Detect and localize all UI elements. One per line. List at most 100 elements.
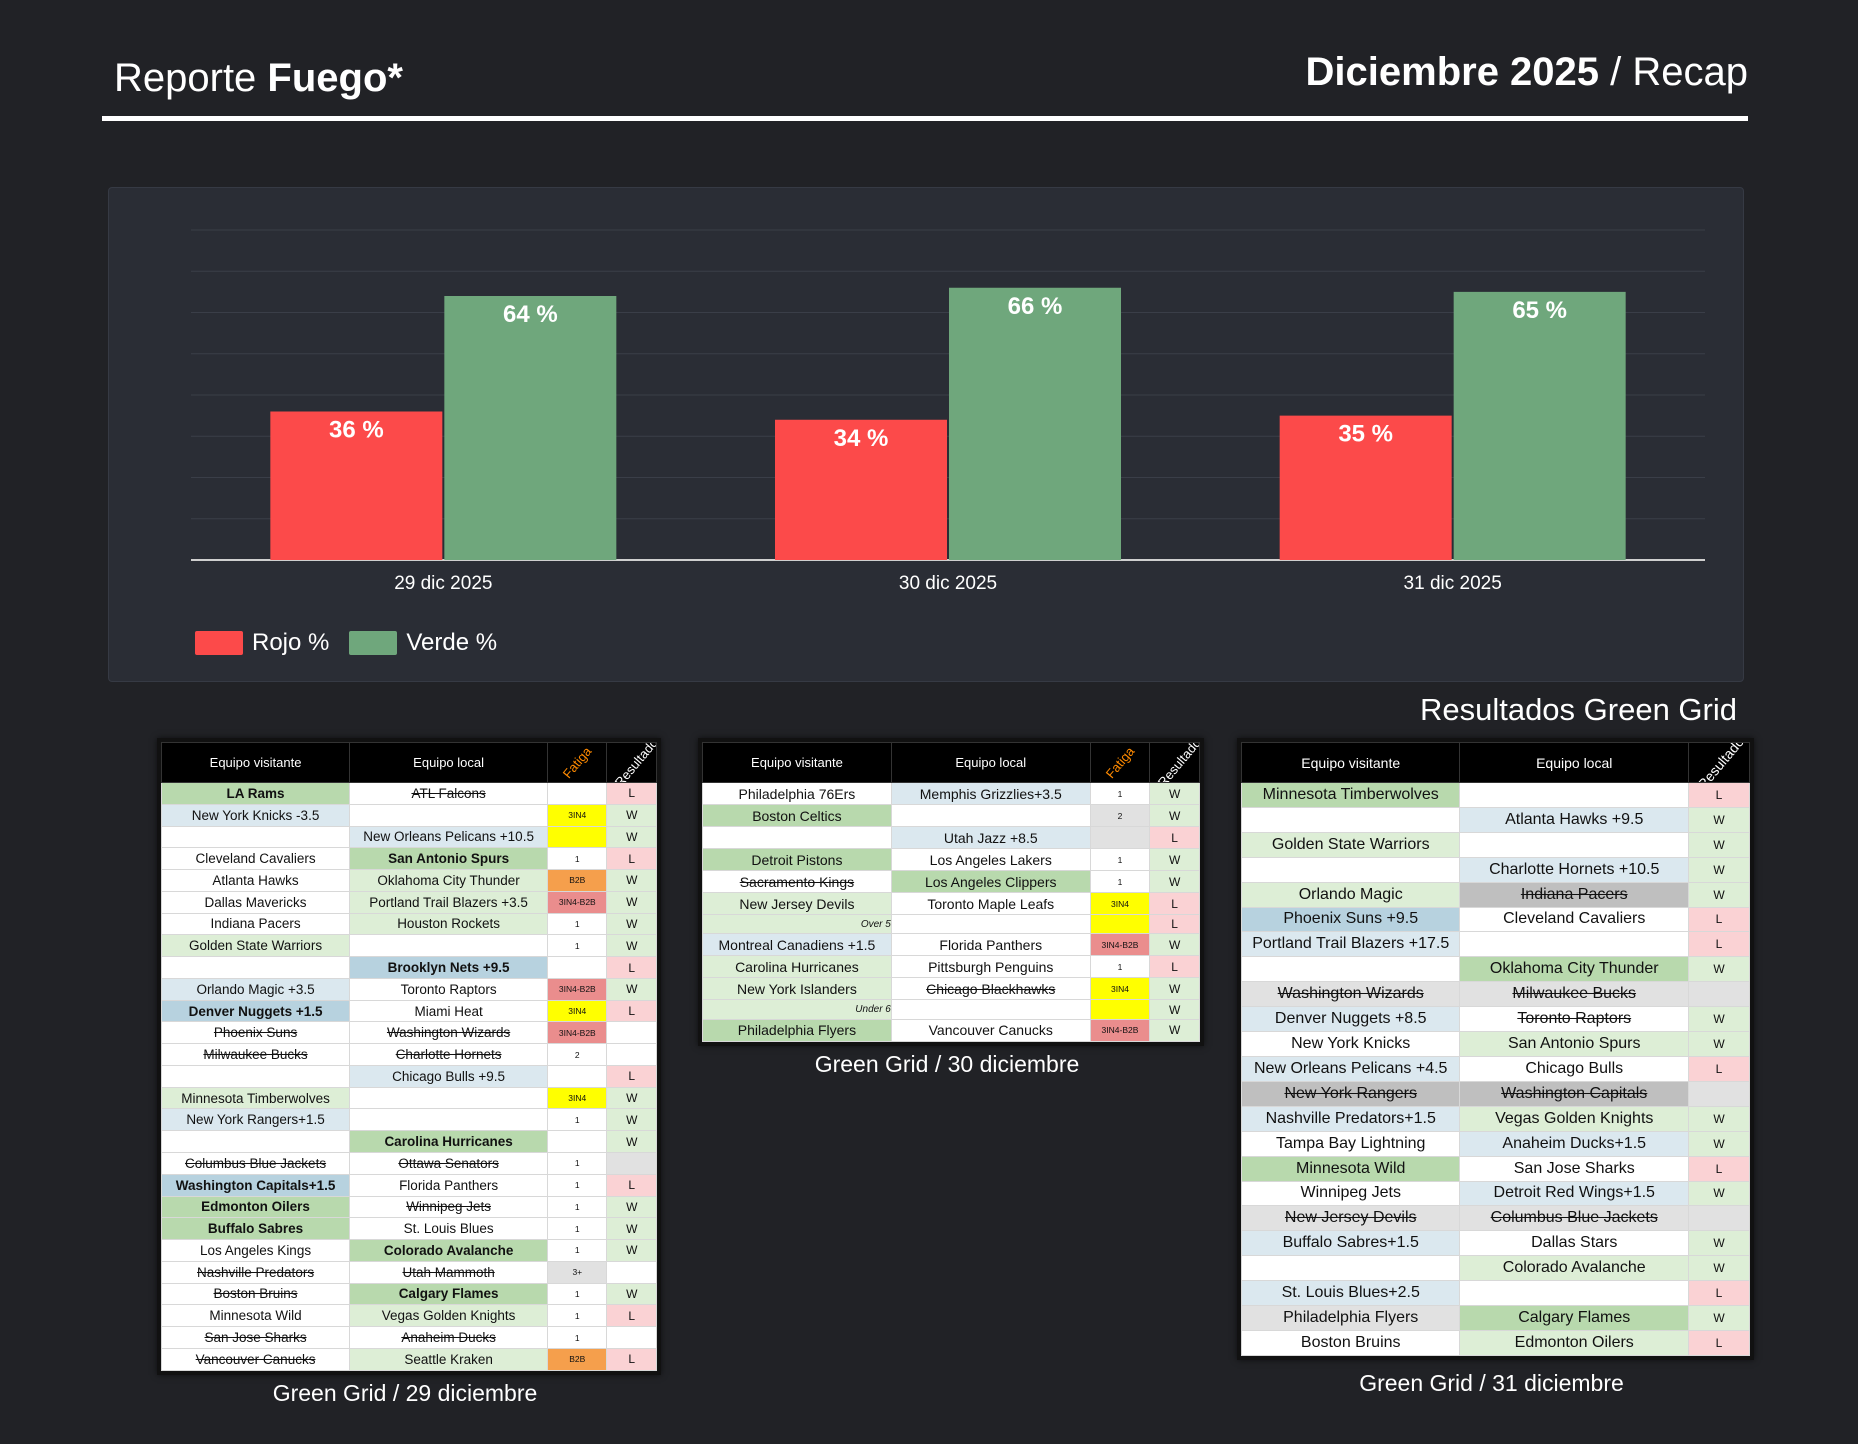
table-row: Minnesota Timberwolves L (1240, 782, 1750, 808)
cell-visitor: Edmonton Oilers (160, 1195, 351, 1219)
table-row: Winnipeg Jets Detroit Red Wings+1.5 W (1240, 1180, 1750, 1207)
cell-fatigue: 1 (1089, 782, 1151, 805)
cell-visitor: New Jersey Devils (702, 892, 892, 915)
bar-rojo-0[interactable] (270, 411, 443, 561)
chart-panel: 36 % 64 % 29 dic 2025 34 % 66 % 30 dic 2025 35… (108, 187, 1744, 682)
cell-result: W (1688, 956, 1750, 983)
table-row: Philadelphia 76Ers Memphis Grizzlies+3.5 1… (702, 782, 1200, 805)
cell-result: W (606, 1217, 657, 1241)
cell-visitor: Orlando Magic (1240, 881, 1461, 908)
cell-fatigue: 3IN4 (547, 803, 608, 827)
cell-visitor: Phoenix Suns +9.5 (1240, 906, 1461, 933)
legend-item-verde[interactable]: Verde % (349, 629, 497, 657)
legend-label-rojo: Rojo % (252, 629, 330, 656)
bar-verde-1[interactable] (949, 287, 1121, 560)
report-title-prefix: Reporte (114, 56, 268, 100)
grid-header-1: Equipo local (349, 742, 549, 783)
category-label-0: 29 dic 2025 (394, 573, 492, 594)
cell-home: Utah Jazz +8.5 (890, 826, 1091, 849)
table-row: Sacramento Kings Los Angeles Clippers 1 W (702, 870, 1200, 893)
cell-visitor: Montreal Canadiens +1.5 (702, 933, 892, 957)
cell-visitor (1240, 806, 1461, 833)
cell-home: Ottawa Senators (349, 1152, 549, 1175)
cell-result: W (1149, 804, 1200, 827)
cell-result (606, 1043, 657, 1066)
legend-item-rojo[interactable]: Rojo % (195, 629, 329, 657)
bar-rojo-2[interactable] (1279, 415, 1452, 560)
cell-home: Colorado Avalanche (1459, 1255, 1690, 1282)
cell-home: San Antonio Spurs (1459, 1031, 1690, 1057)
cell-result: W (1688, 856, 1750, 883)
bar-verde-2[interactable] (1453, 291, 1626, 560)
cell-result: W (1149, 999, 1200, 1020)
cell-fatigue: 1 (547, 1326, 608, 1349)
cell-fatigue: 1 (547, 1195, 608, 1219)
cell-result: W (1149, 848, 1200, 871)
cell-fatigue: 1 (547, 847, 608, 871)
cell-result: W (1688, 1105, 1750, 1132)
table-row: New York Knicks San Antonio Spurs W (1240, 1031, 1750, 1057)
grid-header-1: Equipo local (890, 742, 1091, 783)
table-row: Colorado Avalanche W (1240, 1255, 1750, 1282)
cell-result: L (606, 999, 657, 1023)
cell-visitor: Orlando Magic +3.5 (160, 977, 351, 1001)
cell-result: W (606, 934, 657, 958)
cell-result: L (1149, 913, 1200, 935)
cell-visitor: Buffalo Sabres+1.5 (1240, 1230, 1461, 1257)
cell-home: Toronto Maple Leafs (890, 892, 1091, 915)
cell-home (1459, 831, 1690, 858)
cell-fatigue: 3IN4-B2B (547, 977, 608, 1001)
grid-header-label: Equipo visitante (751, 755, 843, 770)
cell-visitor (160, 825, 351, 849)
cell-fatigue: B2B (547, 1347, 608, 1372)
cell-visitor: Sacramento Kings (702, 870, 892, 893)
cell-result: L (1688, 931, 1750, 958)
cell-result: L (1149, 892, 1200, 915)
report-period-suffix: / Recap (1599, 50, 1748, 94)
cell-result: W (606, 1130, 657, 1154)
cell-home: Colorado Avalanche (349, 1239, 549, 1262)
cell-home: Winnipeg Jets (349, 1195, 549, 1219)
bar-verde-0[interactable] (444, 296, 617, 560)
cell-visitor: Portland Trail Blazers +17.5 (1240, 931, 1461, 958)
cell-visitor: Philadelphia 76Ers (702, 782, 892, 805)
table-row: Boston Bruins Calgary Flames 1 W (160, 1282, 657, 1306)
cell-visitor: Washington Wizards (1240, 981, 1461, 1008)
cell-home: Vancouver Canucks (890, 1018, 1091, 1043)
cell-result: W (606, 1086, 657, 1110)
cell-visitor: New York Islanders (702, 977, 892, 1001)
cell-result: L (1688, 1329, 1750, 1357)
cell-result (606, 1326, 657, 1349)
grid-header-label: Equipo local (413, 755, 484, 770)
table-row: Brooklyn Nets +9.5 L (160, 956, 657, 979)
cell-home: Washington Capitals (1459, 1080, 1690, 1107)
cell-visitor (1240, 1255, 1461, 1282)
cell-home: Oklahoma City Thunder (1459, 956, 1690, 983)
cell-visitor: Boston Celtics (702, 804, 892, 827)
cell-fatigue: 1 (547, 1239, 608, 1262)
cell-visitor: Boston Bruins (160, 1282, 351, 1306)
cell-home: Columbus Blue Jackets (1459, 1205, 1690, 1232)
cell-home: Milwaukee Bucks (1459, 981, 1690, 1008)
cell-visitor: Detroit Pistons (702, 848, 892, 871)
bar-rojo-1[interactable] (775, 419, 947, 560)
table-row: Orlando Magic Indiana Pacers W (1240, 881, 1750, 908)
grid-table: Equipo visitante Equipo local Fatiga Result… (702, 742, 1200, 1043)
cell-home (349, 1086, 549, 1110)
table-row: New Jersey Devils Columbus Blue Jackets (1240, 1205, 1750, 1232)
table-row: Atlanta Hawks +9.5 W (1240, 806, 1750, 833)
table-row: Atlanta Hawks Oklahoma City Thunder B2B W (160, 869, 657, 892)
table-row: New York Rangers Washington Capitals (1240, 1080, 1750, 1107)
cell-home: Florida Panthers (349, 1173, 549, 1197)
table-row: Carolina Hurricanes Pittsburgh Penguins 1 L (702, 955, 1200, 979)
bar-label-rojo-2: 35 % (1338, 421, 1393, 448)
report-title: Reporte Fuego* (114, 56, 403, 101)
cell-home (1459, 782, 1690, 808)
cell-result: L (1688, 1155, 1750, 1182)
table-row: Charlotte Hornets +10.5 W (1240, 856, 1750, 883)
cell-home: Atlanta Hawks +9.5 (1459, 806, 1690, 833)
cell-visitor: Cleveland Cavaliers (160, 847, 351, 871)
cell-visitor: San Jose Sharks (160, 1326, 351, 1349)
bar-label-rojo-0: 36 % (329, 417, 384, 444)
cell-fatigue: 3IN4-B2B (1089, 933, 1151, 957)
